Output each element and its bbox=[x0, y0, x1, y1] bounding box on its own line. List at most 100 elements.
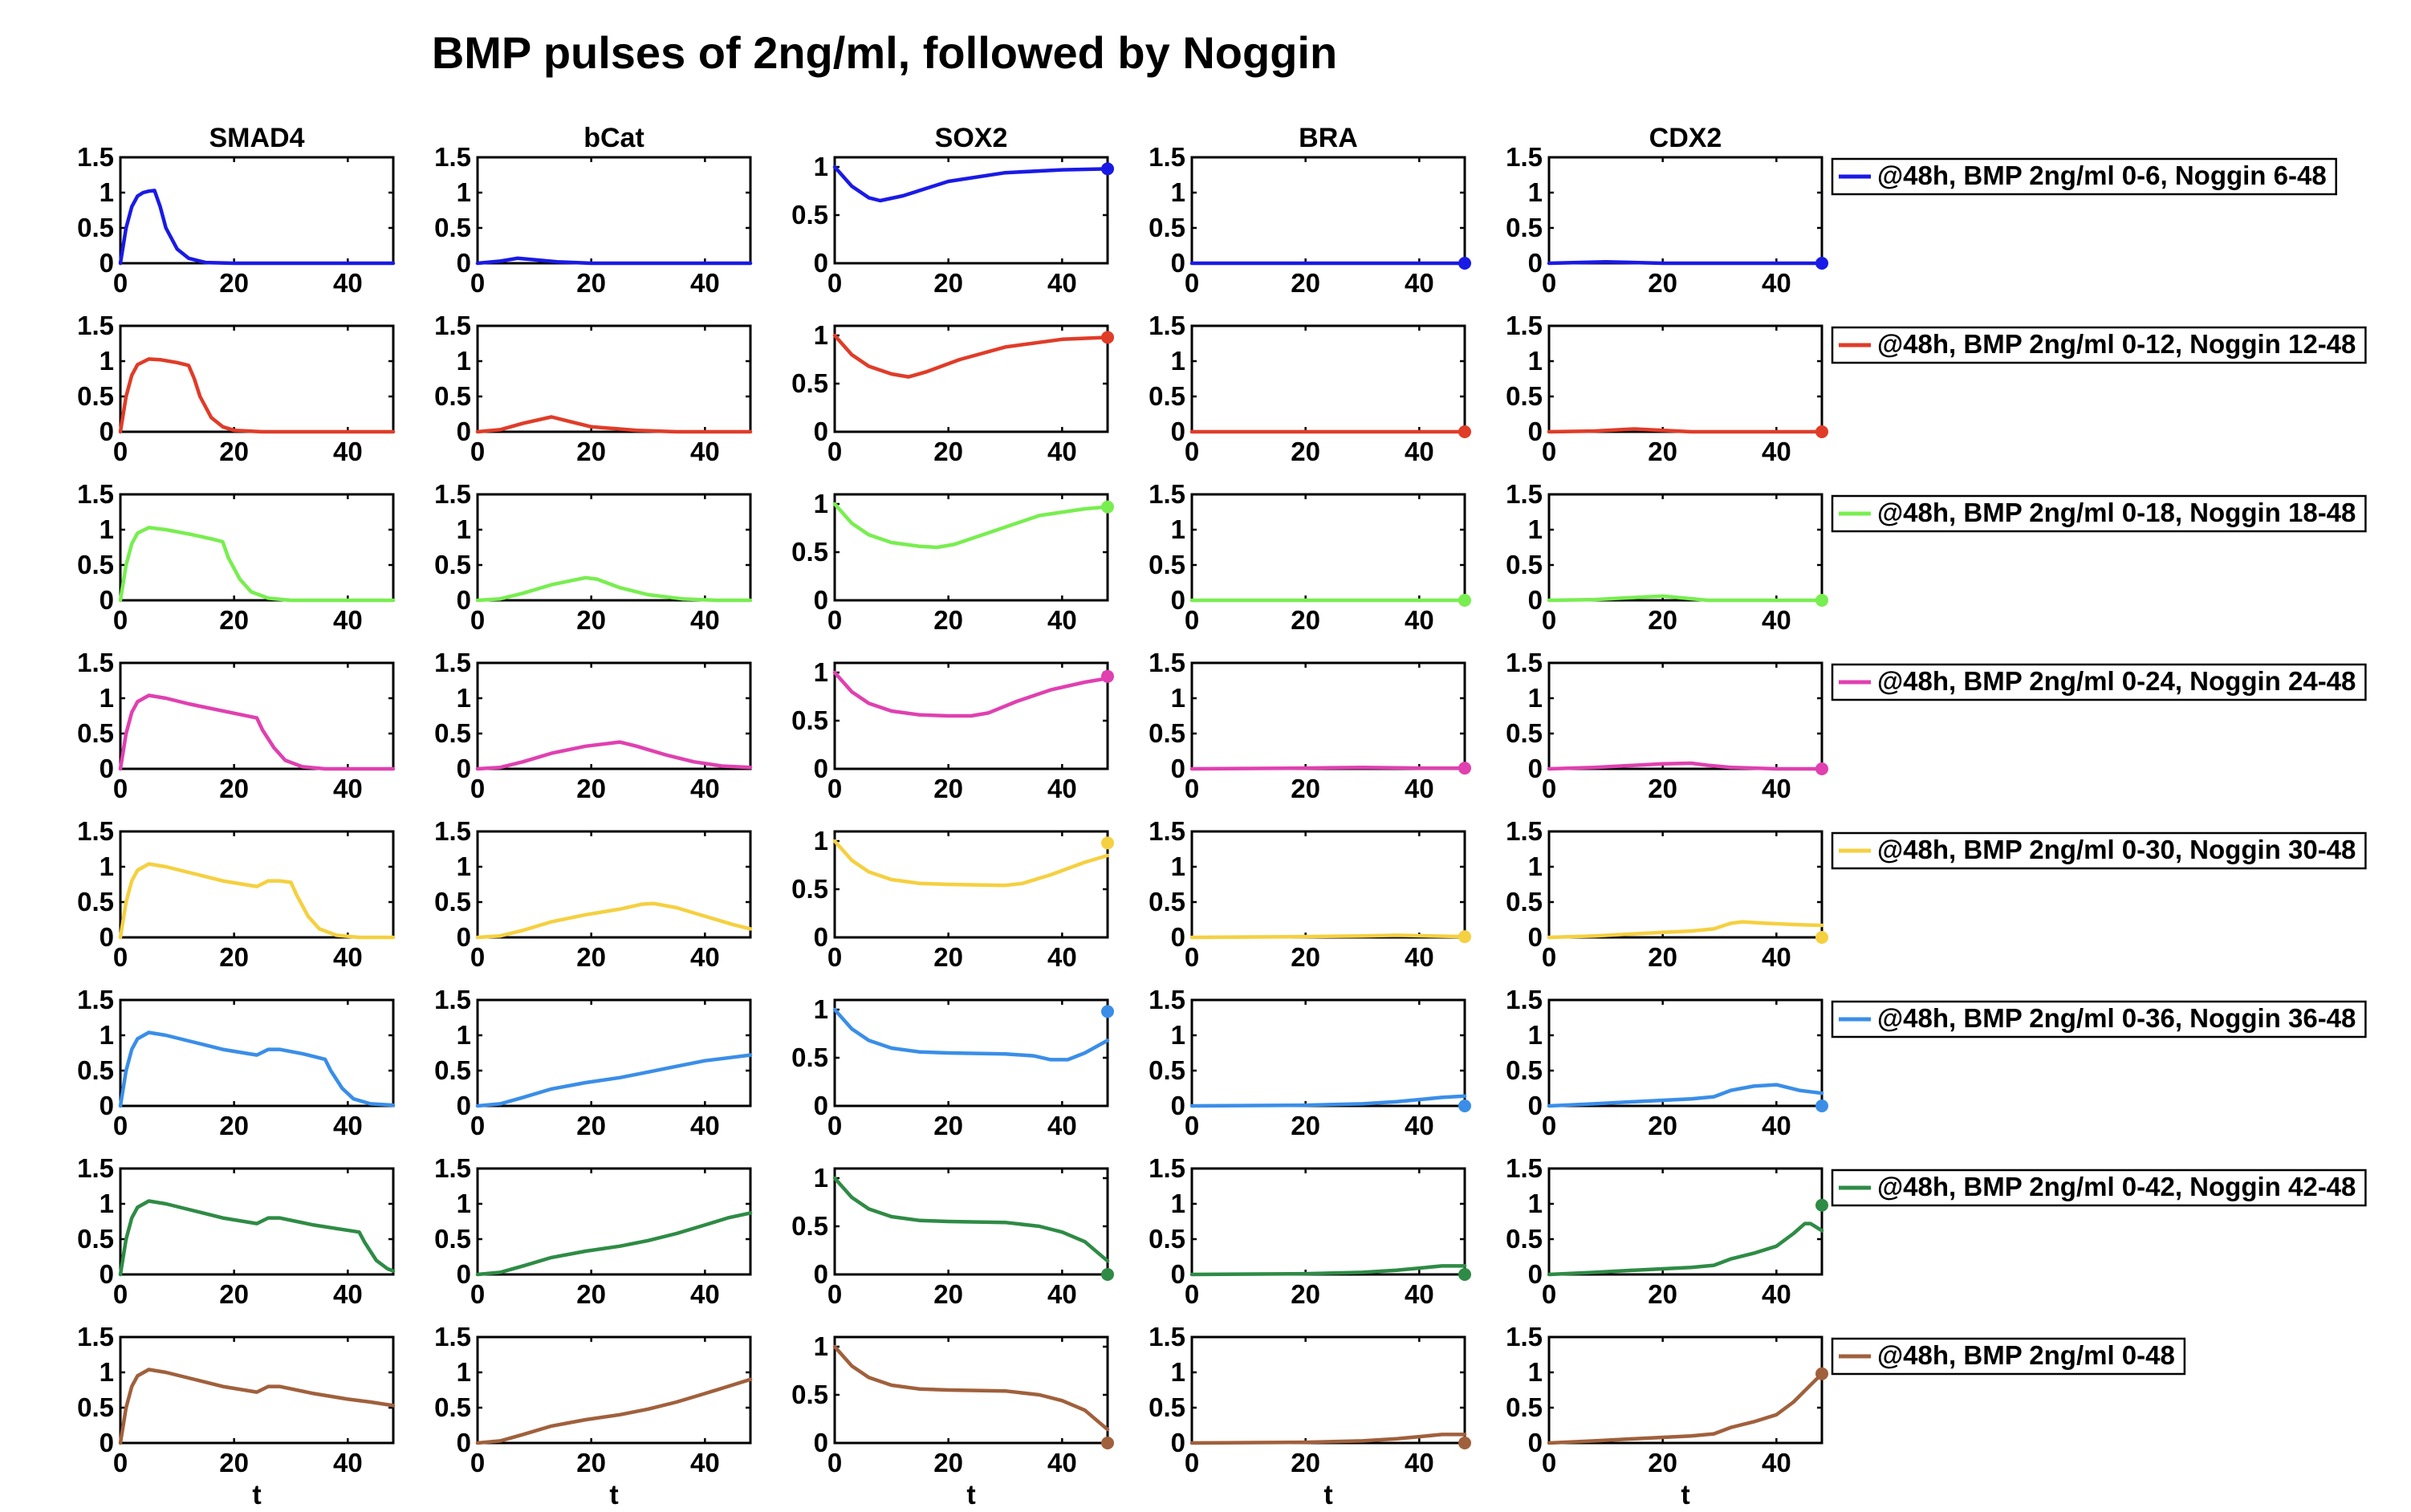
legend-row-5: @48h, BMP 2ng/ml 0-30, Noggin 30-48 bbox=[1831, 831, 2367, 870]
series-line-cdx2 bbox=[1547, 1372, 1824, 1445]
series-line-smad4 bbox=[118, 1199, 396, 1277]
axes-box bbox=[833, 493, 1109, 602]
x-tick-label: 0 bbox=[1185, 942, 1199, 972]
subplot-bra-row-5: 00.511.50 20 40 bbox=[1149, 816, 1471, 972]
y-tick-label: 1 bbox=[1171, 177, 1185, 207]
x-tick-label: 20 bbox=[933, 1448, 963, 1477]
y-tick-label: 0.5 bbox=[1506, 213, 1543, 242]
endpoint-marker bbox=[1458, 594, 1471, 607]
y-tick-label: 1 bbox=[1528, 514, 1543, 544]
x-tick-label: 40 bbox=[1047, 774, 1077, 803]
axes-box bbox=[476, 1167, 752, 1276]
x-tick-label: 20 bbox=[219, 268, 249, 298]
x-tick-label: 20 bbox=[219, 1279, 249, 1309]
y-tick-label: 0 bbox=[457, 417, 471, 446]
y-tick-label: 0.5 bbox=[791, 1211, 828, 1241]
y-tick-label: 1.5 bbox=[77, 985, 114, 1014]
x-tick-label: 0 bbox=[1185, 437, 1199, 466]
legend-box bbox=[1831, 663, 2367, 701]
y-tick-label: 0.5 bbox=[791, 200, 828, 230]
y-tick-label: 0.5 bbox=[77, 1392, 114, 1422]
series-line-bcat bbox=[475, 256, 753, 266]
x-tick-label: 20 bbox=[933, 268, 963, 298]
subplot-bra-row-6: 00.511.50 20 40 bbox=[1149, 985, 1471, 1140]
subplot-cdx2-row-1: 0 0.5 1 1.5 0 20 40 bbox=[1506, 142, 1828, 298]
y-tick-label: 0 bbox=[457, 585, 471, 615]
y-tick-label: 0 bbox=[100, 922, 114, 952]
subplot-bcat-row-8: 0 0.5 1 1.5 0 20 40 t bbox=[434, 1322, 753, 1510]
x-tick-label: 40 bbox=[1762, 942, 1791, 972]
y-tick-label: 1 bbox=[814, 320, 828, 350]
column-title-smad4: SMAD4 bbox=[209, 123, 304, 153]
x-tick-label: 0 bbox=[470, 1448, 485, 1477]
y-tick-label: 1 bbox=[1528, 1020, 1543, 1050]
subplot-cdx2-row-4: 0 0.5 1 1.5 0 20 40 bbox=[1506, 648, 1828, 803]
series-line-cdx2 bbox=[1547, 920, 1824, 940]
y-tick-label: 1.5 bbox=[1506, 985, 1543, 1014]
y-tick-label: 1.5 bbox=[1506, 816, 1543, 846]
x-tick-label: 40 bbox=[690, 942, 720, 972]
x-tick-label: 0 bbox=[113, 942, 128, 972]
y-tick-label: 1.5 bbox=[1506, 479, 1543, 509]
subplot-cdx2-row-8: 0 0.5 1 1.5 0 20 40 t bbox=[1506, 1322, 1828, 1510]
subplot-sox2-row-2: 0 0.5 1 0 20 40 bbox=[791, 320, 1114, 466]
legend-box bbox=[1831, 1337, 2186, 1376]
legend-box bbox=[1831, 831, 2367, 870]
subplot-bra-row-8: 00.511.50 20 40t bbox=[1149, 1322, 1471, 1510]
series-line-bcat bbox=[475, 1053, 753, 1108]
y-tick-label: 0 bbox=[457, 1259, 471, 1289]
x-axis-label: t bbox=[1323, 1480, 1332, 1510]
x-tick-label: 20 bbox=[1648, 1279, 1677, 1309]
x-tick-label: 20 bbox=[1291, 942, 1320, 972]
x-tick-label: 40 bbox=[1047, 942, 1077, 972]
subplot-cdx2-row-2: 0 0.5 1 1.5 0 20 40 bbox=[1506, 311, 1828, 466]
axes-box bbox=[119, 661, 395, 770]
series-line-smad4 bbox=[118, 1368, 396, 1445]
x-tick-label: 20 bbox=[1291, 268, 1320, 298]
y-tick-label: 0.5 bbox=[1506, 1224, 1543, 1254]
y-tick-label: 1.5 bbox=[77, 816, 114, 846]
y-tick-label: 0 bbox=[814, 754, 828, 783]
x-tick-label: 40 bbox=[333, 1111, 363, 1140]
endpoint-marker bbox=[1815, 931, 1828, 944]
y-tick-label: 0 bbox=[814, 1428, 828, 1457]
subplot-bra-row-2: 00.511.50 20 40 bbox=[1149, 311, 1471, 466]
axes-box bbox=[476, 493, 752, 602]
y-tick-label: 1 bbox=[100, 177, 114, 207]
y-tick-label: 1 bbox=[457, 177, 471, 207]
subplot-bra-row-7: 00.511.50 20 40 bbox=[1149, 1153, 1471, 1309]
axes-box bbox=[1190, 1167, 1466, 1276]
endpoint-marker bbox=[1815, 594, 1828, 607]
series-line-cdx2 bbox=[1547, 259, 1824, 266]
y-tick-label: 1 bbox=[457, 514, 471, 544]
x-tick-label: 0 bbox=[113, 774, 128, 803]
x-tick-label: 0 bbox=[470, 437, 485, 466]
x-axis-label: t bbox=[1681, 1480, 1689, 1510]
x-tick-label: 0 bbox=[1542, 1111, 1556, 1140]
x-tick-label: 20 bbox=[1291, 1111, 1320, 1140]
x-tick-label: 0 bbox=[470, 1111, 485, 1140]
x-tick-label: 20 bbox=[219, 942, 249, 972]
x-tick-label: 0 bbox=[113, 268, 128, 298]
x-tick-label: 0 bbox=[1185, 268, 1199, 298]
subplot-smad4-row-4: 0 0.5 1 1.5 0 20 40 bbox=[77, 648, 396, 803]
series-line-sox2 bbox=[832, 839, 1110, 888]
axes-box bbox=[476, 661, 752, 770]
x-tick-label: 20 bbox=[1648, 1111, 1677, 1140]
x-axis-label: t bbox=[609, 1480, 618, 1510]
y-tick-label: 0 bbox=[1171, 922, 1185, 952]
y-tick-label: 1 bbox=[1528, 852, 1543, 881]
legend-row-6: @48h, BMP 2ng/ml 0-36, Noggin 36-48 bbox=[1831, 1000, 2367, 1038]
axes-box bbox=[1190, 661, 1466, 770]
endpoint-marker bbox=[1458, 425, 1471, 438]
y-tick-label: 1 bbox=[1171, 1020, 1185, 1050]
axes-box bbox=[119, 998, 395, 1108]
y-tick-label: 1.5 bbox=[77, 1322, 114, 1351]
x-tick-label: 0 bbox=[470, 605, 485, 635]
y-tick-label: 1.5 bbox=[77, 479, 114, 509]
x-tick-label: 40 bbox=[690, 605, 720, 635]
x-tick-label: 40 bbox=[1047, 437, 1077, 466]
x-tick-label: 20 bbox=[1648, 942, 1677, 972]
